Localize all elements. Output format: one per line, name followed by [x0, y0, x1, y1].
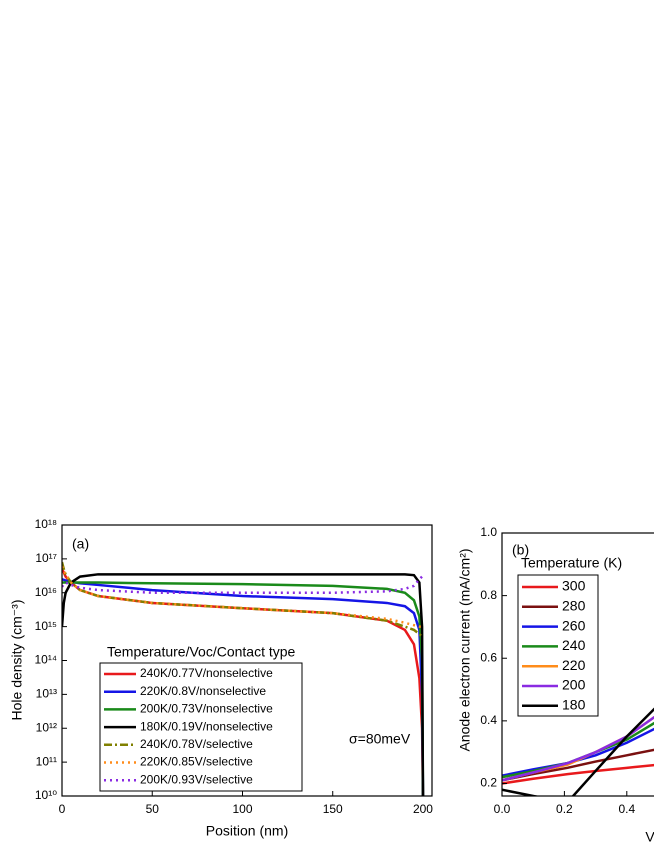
- plot-frame: [501, 532, 654, 797]
- legend-label: 200K/0.73V/nonselective: [140, 702, 273, 716]
- y-tick-label: 10¹³: [36, 687, 57, 701]
- panel-label: (a): [72, 536, 89, 552]
- legend-label: 260: [562, 617, 586, 633]
- y-tick-label: 0.4: [480, 713, 497, 727]
- x-tick-label: 0.2: [556, 802, 573, 816]
- x-tick-label: 0.0: [494, 802, 511, 816]
- legend-title: Temperature (K): [521, 555, 622, 571]
- legend-label: 240K/0.78V/selective: [140, 737, 253, 751]
- series-line: [502, 763, 654, 785]
- y-tick-label: 0.6: [480, 650, 497, 664]
- legend-title: Temperature/Voc/Contact type: [107, 644, 296, 660]
- x-tick-label: 0: [59, 802, 66, 816]
- plot-area: [502, 707, 654, 796]
- legend-label: 180K/0.19V/nonselective: [140, 719, 273, 733]
- plot-area: [62, 561, 425, 796]
- y-tick-label: 10¹⁶: [35, 585, 57, 599]
- legend-label: 220K/0.8V/nonselective: [140, 684, 266, 698]
- y-tick-label: 0.8: [480, 588, 497, 602]
- legend-label: 180: [562, 697, 586, 713]
- plot-frame: [61, 524, 433, 797]
- x-tick-label: 200: [413, 802, 433, 816]
- y-tick-label: 10¹⁸: [35, 517, 57, 531]
- y-tick-label: 10¹⁴: [35, 653, 58, 667]
- x-axis-label: Position (nm): [206, 823, 288, 839]
- series-line: [502, 748, 654, 782]
- y-axis-label: Anode electron current (mA/cm²): [457, 548, 473, 751]
- x-axis-label: V: [645, 829, 654, 845]
- y-tick-label: 10¹²: [36, 720, 57, 734]
- y-tick-label: 10¹⁰: [35, 788, 57, 802]
- legend-label: 280: [562, 598, 586, 614]
- y-tick-label: 10¹⁷: [35, 551, 57, 565]
- x-tick-label: 50: [146, 802, 160, 816]
- series-line: [62, 575, 423, 594]
- y-tick-label: 10¹¹: [36, 754, 57, 768]
- x-tick-label: 0.4: [618, 802, 635, 816]
- annotation: σ=80meV: [349, 731, 411, 747]
- legend-label: 200K/0.93V/selective: [140, 772, 253, 786]
- y-tick-label: 10¹⁵: [35, 619, 57, 633]
- series-line: [62, 561, 423, 639]
- y-axis-label: Hole density (cm⁻³): [9, 600, 25, 721]
- legend-label: 220K/0.85V/selective: [140, 755, 253, 769]
- x-tick-label: 100: [232, 802, 252, 816]
- legend-label: 240K/0.77V/nonselective: [140, 666, 273, 680]
- series-line: [502, 721, 654, 779]
- series-line: [62, 578, 425, 796]
- panel-label: (b): [512, 542, 529, 558]
- x-tick-label: 150: [323, 802, 343, 816]
- series-line: [502, 707, 654, 796]
- legend-label: 240: [562, 637, 586, 653]
- legend-label: 300: [562, 578, 586, 594]
- series-line: [62, 573, 425, 796]
- legend-label: 220: [562, 657, 586, 673]
- y-tick-label: 1.0: [480, 525, 497, 539]
- legend-label: 200: [562, 677, 586, 693]
- y-tick-label: 0.2: [480, 776, 497, 790]
